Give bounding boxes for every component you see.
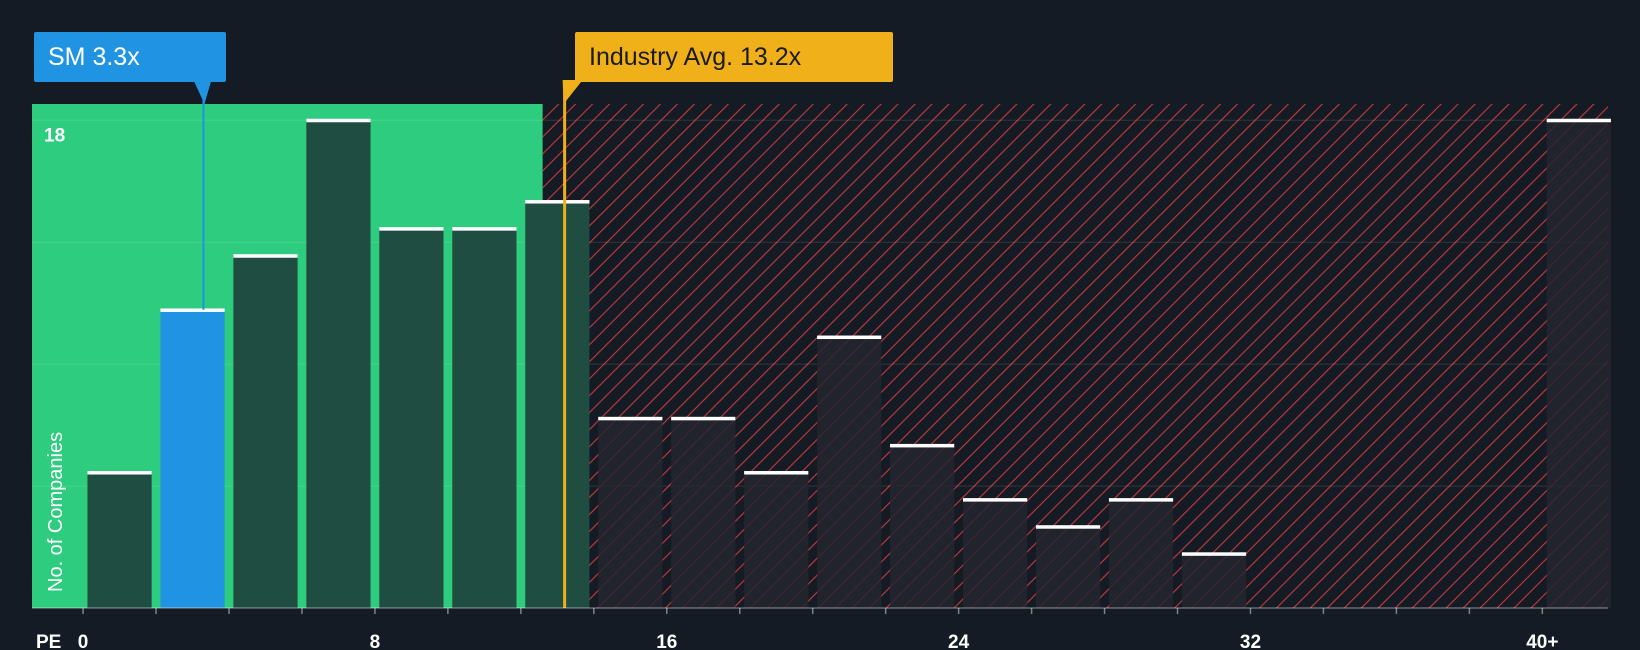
bar-cap [233,254,298,258]
bar-cap [671,416,736,421]
histogram-bar [233,255,298,608]
y-tick-label: 18 [44,125,65,146]
x-tick-label: 16 [656,632,677,650]
markers-layer [193,80,583,608]
bar-cap [817,335,882,340]
y-axis-label: No. of Companies [45,432,67,592]
histogram-bar [963,499,1028,608]
bar-cap [1035,525,1101,529]
x-tick-label: 40+ [1526,632,1558,650]
x-tick-label: 24 [948,632,970,650]
bar-cap [379,227,444,231]
histogram-bar [1108,499,1174,608]
bar-cap [963,498,1028,502]
bar-cap [890,443,955,448]
company-pe-callout: SM 3.3x [34,32,226,82]
histogram-bar [87,472,152,608]
histogram-bar [1546,120,1611,609]
histogram-bar [671,418,736,608]
histogram-bar [1035,526,1101,608]
histogram-bar [452,228,517,609]
histogram-bar [817,337,882,608]
x-axis-label: PE [36,632,61,650]
company-callout-pointer [193,80,212,104]
axis-layer: 0 8 16 24 32 40+ PE 18 No. of Companies [32,125,1608,650]
bar-cap [598,416,663,421]
histogram-bar [379,228,444,609]
bar-cap [744,471,809,475]
histogram-bar [744,472,809,608]
bar-cap [87,471,152,475]
bar-cap [1181,552,1247,556]
x-tick-label: 8 [370,632,381,650]
histogram-bar [890,445,955,608]
x-tick-label: 32 [1240,632,1261,650]
histogram-bar [1181,553,1247,608]
industry-avg-callout: Industry Avg. 13.2x [575,32,893,82]
bar-cap [525,200,590,204]
histogram-bar [598,418,663,608]
bar-cap [452,227,517,231]
bar-cap [1108,498,1174,502]
industry-callout-pointer [562,80,583,104]
bar-cap [1546,118,1611,123]
bar-cap [160,308,225,312]
histogram-bar [160,309,225,608]
bars-layer [87,118,1611,609]
bar-cap [306,118,371,123]
x-tick-label: 0 [78,632,89,650]
zones-layer [32,104,1608,608]
histogram-bar [525,201,590,608]
histogram-bar [306,120,371,609]
